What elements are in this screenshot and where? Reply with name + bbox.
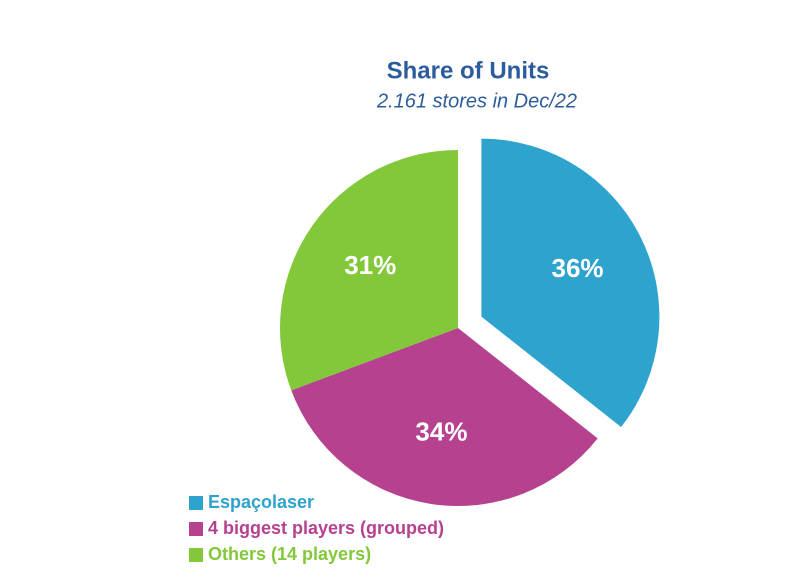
legend-swatch: [189, 522, 203, 536]
pie-slice: [481, 138, 660, 428]
legend-label: Espaçolaser: [208, 492, 314, 512]
chart-subtitle: 2.161 stores in Dec/22: [376, 90, 577, 112]
legend-swatch: [189, 548, 203, 562]
legend-swatch: [189, 496, 203, 510]
pie-slice: [291, 328, 598, 507]
data-label: 31%: [344, 250, 396, 280]
chart-title: Share of Units: [387, 57, 550, 84]
data-label: 34%: [415, 416, 467, 446]
data-label: 36%: [551, 253, 603, 283]
pie-slice: [279, 150, 458, 391]
legend-label: Others (14 players): [208, 544, 371, 564]
legend-label: 4 biggest players (grouped): [208, 518, 444, 538]
